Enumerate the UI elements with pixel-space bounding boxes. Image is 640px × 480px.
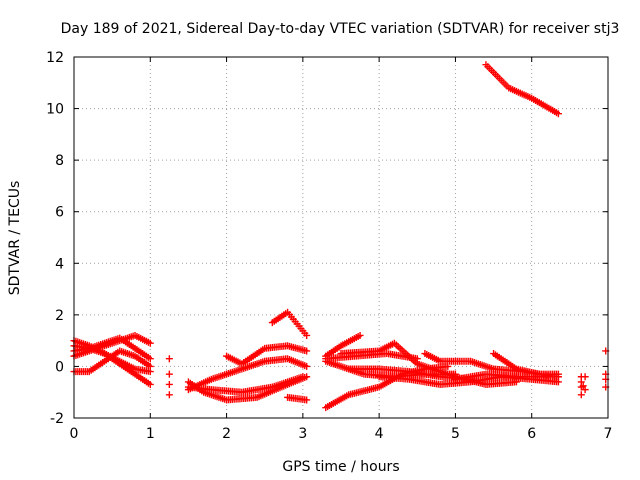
data-point bbox=[303, 396, 311, 404]
series-track-21 bbox=[451, 370, 562, 383]
x-tick-label: 6 bbox=[527, 426, 536, 442]
data-point bbox=[146, 362, 154, 370]
x-tick-label: 7 bbox=[604, 426, 613, 442]
series-track-23 bbox=[482, 61, 562, 118]
data-point bbox=[303, 362, 311, 370]
series-track-13 bbox=[322, 331, 364, 360]
data-point bbox=[303, 331, 311, 339]
series-track-10 bbox=[223, 342, 311, 368]
x-axis-label: GPS time / hours bbox=[282, 459, 399, 475]
x-tick-label: 2 bbox=[222, 426, 231, 442]
x-tick-label: 3 bbox=[298, 426, 307, 442]
data-point bbox=[356, 331, 364, 339]
x-tick-label: 1 bbox=[146, 426, 155, 442]
series-track-22 bbox=[490, 350, 562, 378]
data-point bbox=[554, 110, 562, 118]
y-tick-label: 2 bbox=[55, 308, 64, 324]
data-point bbox=[303, 347, 311, 355]
data-point bbox=[165, 370, 173, 378]
series-track-5 bbox=[70, 334, 154, 363]
chart-title: Day 189 of 2021, Sidereal Day-to-day VTE… bbox=[61, 21, 620, 37]
data-point bbox=[581, 373, 589, 381]
data-points bbox=[70, 61, 610, 412]
data-point bbox=[165, 355, 173, 363]
data-point bbox=[577, 391, 585, 399]
y-tick-label: 12 bbox=[46, 50, 64, 66]
y-tick-label: 6 bbox=[55, 205, 64, 221]
data-point bbox=[146, 380, 154, 388]
x-tick-label: 0 bbox=[70, 426, 79, 442]
series-track-6 bbox=[165, 355, 173, 399]
series-track-11 bbox=[268, 308, 311, 339]
data-point bbox=[581, 386, 589, 394]
plot-frame bbox=[73, 56, 609, 419]
y-tick-label: -2 bbox=[50, 411, 64, 427]
data-point bbox=[165, 380, 173, 388]
x-tick-label: 5 bbox=[451, 426, 460, 442]
y-tick-label: 4 bbox=[55, 256, 64, 272]
data-point bbox=[146, 339, 154, 347]
data-point bbox=[165, 391, 173, 399]
series-track-18 bbox=[337, 339, 520, 388]
y-axis-label: SDTVAR / TECUs bbox=[7, 181, 23, 296]
data-point bbox=[579, 382, 587, 390]
y-tick-label: 10 bbox=[46, 102, 64, 118]
series-track-12 bbox=[284, 393, 311, 404]
data-point bbox=[554, 370, 562, 378]
data-point bbox=[299, 373, 307, 381]
series-track-4 bbox=[70, 347, 154, 376]
series-track-24 bbox=[577, 373, 589, 399]
x-tick-label: 4 bbox=[375, 426, 384, 442]
y-tick-label: 0 bbox=[55, 359, 64, 375]
y-tick-label: 8 bbox=[55, 153, 64, 169]
series-track-9 bbox=[184, 373, 307, 396]
data-point bbox=[146, 355, 154, 363]
